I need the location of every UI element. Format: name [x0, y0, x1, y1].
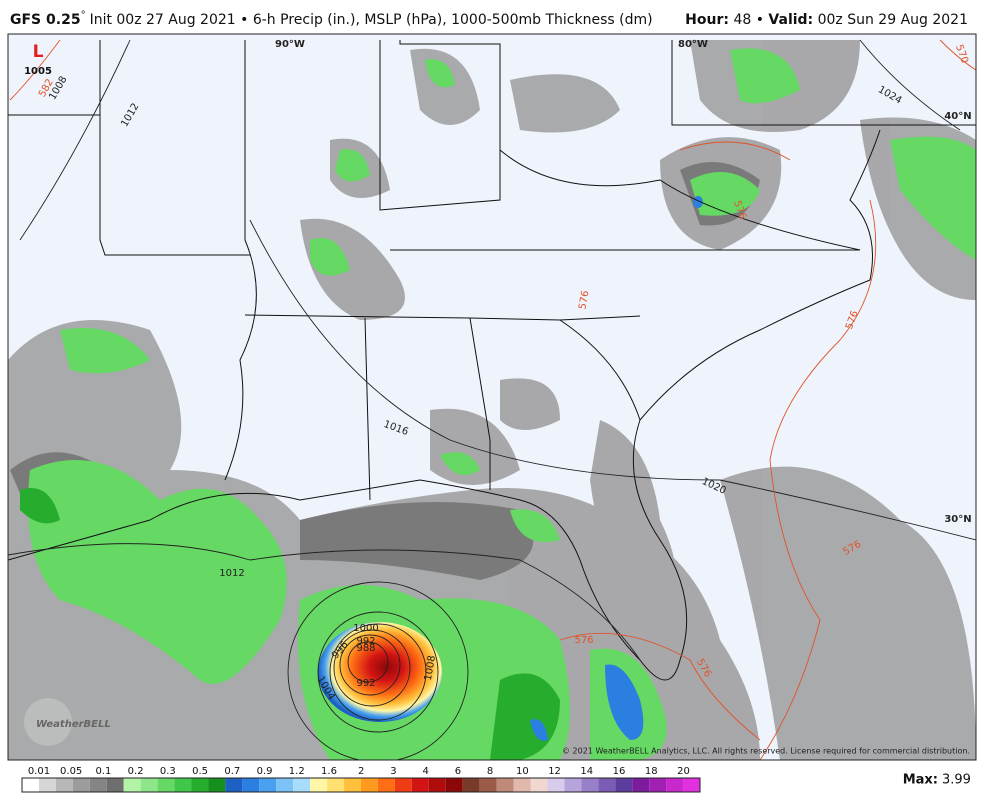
- colorbar-swatch: [394, 778, 412, 792]
- colorbar-swatch: [174, 778, 192, 792]
- valid-info: Hour: 48 • Valid: 00z Sun 29 Aug 2021: [685, 12, 968, 28]
- colorbar-swatch: [581, 778, 599, 792]
- colorbar-label: 0.7: [224, 766, 240, 777]
- model: GFS 0.25: [10, 12, 81, 28]
- colorbar-swatch: [683, 778, 700, 792]
- colorbar-swatch: [632, 778, 650, 792]
- isobar-label: 988: [356, 643, 375, 654]
- colorbar-label: 1.6: [321, 766, 337, 777]
- colorbar-swatch: [242, 778, 260, 792]
- longitude-label: 80°W: [678, 39, 708, 50]
- max-value: 3.99: [942, 773, 971, 788]
- colorbar-swatch: [428, 778, 446, 792]
- low-pressure: 1005: [24, 66, 52, 77]
- colorbar-swatch: [513, 778, 531, 792]
- hurricane-core: [318, 622, 442, 722]
- colorbar-swatch: [411, 778, 429, 792]
- latitude-label: 40°N: [944, 111, 971, 122]
- thickness-lines: [9, 39, 976, 760]
- degree: °: [81, 10, 86, 21]
- colorbar-swatch: [462, 778, 480, 792]
- longitude-label: 90°W: [275, 39, 305, 50]
- colorbar-label: 20: [677, 766, 690, 777]
- colorbar-label: 18: [645, 766, 658, 777]
- colorbar-swatch: [377, 778, 395, 792]
- colorbar-label: 14: [580, 766, 593, 777]
- colorbar-swatch: [361, 778, 378, 792]
- colorbar-label: 0.05: [60, 766, 82, 777]
- valid-label: Valid:: [768, 12, 813, 28]
- borders: [8, 40, 976, 681]
- colorbar-swatch: [89, 778, 107, 792]
- isobars: [8, 39, 976, 760]
- latitude-label: 30°N: [944, 514, 971, 525]
- thickness-label: 576: [574, 635, 593, 646]
- colorbar-label: 0.9: [257, 766, 273, 777]
- colorbar-swatch: [259, 778, 277, 792]
- hour-label: Hour:: [685, 12, 729, 28]
- copyright: © 2021 WeatherBELL Analytics, LLC. All r…: [562, 747, 970, 756]
- colorbar-swatch: [140, 778, 158, 792]
- colorbar-label: 6: [455, 766, 461, 777]
- colorbar-label: 2: [358, 766, 364, 777]
- colorbar-label: 0.5: [192, 766, 208, 777]
- low-symbol: L: [33, 42, 44, 62]
- map-frame: [7, 33, 977, 761]
- max-label: Max:: [903, 773, 938, 788]
- colorbar-swatch: [55, 778, 73, 792]
- colorbar: 0.01 0.05 0.1 0.2 0.3 0.5 0.7 0.9 1.2 1.6 2 3 4 6 8 10 1…: [21, 766, 701, 793]
- logo: WeatherBELL: [36, 719, 111, 730]
- colorbar-swatch: [106, 778, 124, 792]
- colorbar-label: 3: [390, 766, 396, 777]
- colorbar-swatch: [564, 778, 582, 792]
- colorbar-swatch: [293, 778, 311, 792]
- colorbar-swatch: [22, 778, 39, 792]
- colorbar-label: 4: [422, 766, 428, 777]
- isobar-label: 1008: [423, 655, 438, 682]
- colorbar-swatch: [445, 778, 463, 792]
- colorbar-label: 0.01: [28, 766, 50, 777]
- colorbar-swatch: [598, 778, 616, 792]
- map: 90°W 80°W 40°N 30°N L 1005 1008101210241…: [8, 34, 976, 760]
- colorbar-swatch: [649, 778, 667, 792]
- colorbar-swatch: [530, 778, 548, 792]
- colorbar-swatch: [310, 778, 328, 792]
- isobar-label: 1012: [219, 568, 244, 579]
- isobar-label: 992: [356, 636, 375, 647]
- colorbar-swatch: [496, 778, 514, 792]
- colorbar-label: 0.2: [128, 766, 144, 777]
- hour-value: 48 •: [733, 12, 764, 28]
- isobar-label: 992: [356, 678, 375, 689]
- logo-mark: [24, 698, 72, 746]
- colorbar-label: 8: [487, 766, 493, 777]
- colorbar-swatch: [344, 778, 361, 792]
- colorbar-swatch: [191, 778, 209, 792]
- header: GFS 0.25° Init 00z 27 Aug 2021 • 6-h Prec…: [10, 10, 653, 28]
- colorbar-swatch: [327, 778, 345, 792]
- description: Init 00z 27 Aug 2021 • 6-h Precip (in.),…: [90, 12, 653, 28]
- colorbar-swatch: [38, 778, 56, 792]
- colorbar-swatch: [666, 778, 684, 792]
- colorbar-label: 0.3: [160, 766, 176, 777]
- colorbar-swatch: [276, 778, 294, 792]
- isobar-label: 1000: [353, 623, 378, 634]
- colorbar-swatch: [72, 778, 90, 792]
- colorbar-swatch: [123, 778, 141, 792]
- colorbar-label: 16: [613, 766, 626, 777]
- colorbar-swatch: [615, 778, 633, 792]
- colorbar-label: 0.1: [95, 766, 111, 777]
- colorbar-frame: [21, 777, 701, 793]
- colorbar-swatch: [479, 778, 497, 792]
- colorbar-label: 1.2: [289, 766, 305, 777]
- valid-value: 00z Sun 29 Aug 2021: [818, 12, 968, 28]
- colorbar-swatch: [225, 778, 243, 792]
- colorbar-label: 12: [548, 766, 561, 777]
- colorbar-label: 10: [516, 766, 529, 777]
- thickness-label: 576: [577, 290, 591, 311]
- very-heavy-precip: [530, 196, 703, 741]
- colorbar-swatch: [157, 778, 175, 792]
- colorbar-swatch: [547, 778, 565, 792]
- colorbar-swatch: [208, 778, 226, 792]
